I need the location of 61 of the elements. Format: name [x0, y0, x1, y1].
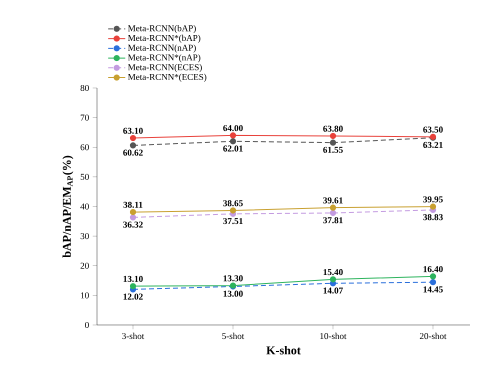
legend-label: Meta-RCNN(ECES) — [128, 64, 202, 72]
data-label: 39.95 — [423, 196, 443, 202]
point — [130, 214, 136, 220]
point — [430, 273, 436, 280]
point — [330, 210, 336, 216]
data-label: 63.80 — [323, 126, 343, 132]
legend-label: Meta-RCNN*(bAP) — [128, 34, 200, 43]
data-label: 63.10 — [123, 128, 143, 134]
point — [130, 142, 136, 148]
point — [130, 283, 136, 290]
y-tick-label: 30 — [80, 233, 89, 240]
data-label: 38.65 — [223, 200, 243, 206]
legend-label: Meta-RCNN(bAP) — [128, 24, 196, 34]
data-label: 16.40 — [424, 266, 443, 272]
data-label: 13.00 — [224, 290, 243, 297]
data-label: 61.55 — [323, 146, 343, 153]
point — [330, 276, 336, 282]
data-label: 63.21 — [423, 142, 443, 148]
data-label: 39.61 — [323, 197, 343, 204]
point — [430, 279, 436, 286]
y-tick-label: 40 — [80, 203, 89, 210]
legend-label: Meta-RCNN*(ECES) — [128, 74, 206, 82]
data-label: 60.62 — [123, 150, 143, 156]
data-label: 13.10 — [124, 276, 143, 282]
y-tick-label: 50 — [80, 174, 89, 180]
data-label: 14.45 — [424, 286, 443, 292]
data-label: 38.11 — [123, 202, 142, 208]
data-label: 14.07 — [324, 288, 343, 294]
data-label: 12.02 — [124, 294, 143, 300]
point — [230, 138, 236, 144]
point — [230, 207, 236, 214]
data-label: 64.00 — [223, 125, 243, 132]
data-label: 15.40 — [324, 269, 343, 276]
point — [130, 134, 136, 142]
point — [330, 204, 336, 211]
x-tick-label: 3-shot — [122, 332, 144, 340]
data-label: 37.81 — [323, 217, 343, 224]
y-tick-label: 70 — [80, 114, 89, 121]
data-label: 37.51 — [223, 218, 243, 224]
x-axis-title: K-shot — [266, 346, 301, 354]
data-label: 38.83 — [423, 214, 443, 220]
y-tick-label: 60 — [80, 144, 89, 150]
point — [230, 132, 236, 138]
point — [330, 132, 336, 140]
point — [130, 208, 136, 216]
y-axis-title: bAP/nAP/EM$_{AP}$(%) — [62, 156, 74, 258]
x-tick-label: 10-shot — [320, 332, 346, 340]
data-label: 36.32 — [123, 222, 143, 228]
data-label: 13.30 — [224, 275, 243, 282]
y-tick-label: 80 — [80, 84, 89, 92]
x-tick-label: 5-shot — [222, 332, 244, 340]
legend-label: Meta-RCNN(nAP) — [128, 44, 196, 53]
point — [430, 204, 436, 210]
y-tick-label: 0 — [85, 322, 89, 328]
legend-label: Meta-RCNN*(nAP) — [128, 54, 200, 62]
x-tick-label: 20-shot — [420, 332, 446, 340]
data-label: 62.01 — [223, 145, 243, 152]
y-tick-label: 10 — [80, 292, 89, 298]
y-tick-label: 20 — [80, 262, 89, 269]
data-label: 63.50 — [423, 126, 443, 133]
point — [330, 140, 336, 146]
